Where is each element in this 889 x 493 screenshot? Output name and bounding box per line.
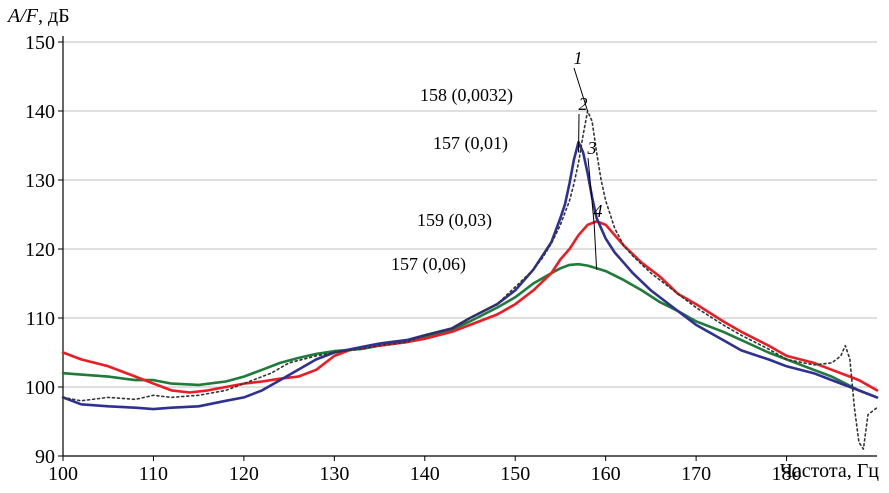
series-line-2 bbox=[61, 140, 879, 411]
curve-number-1: 1 bbox=[574, 48, 583, 68]
y-tick-label-150: 150 bbox=[25, 32, 55, 54]
annotations: 158 (0,0032) 1 157 (0,01) 2 159 (0,03) 3 157 (… bbox=[391, 48, 603, 275]
y-tick-label-140: 140 bbox=[25, 101, 55, 123]
y-axis-title: A/F, дБ bbox=[6, 5, 70, 27]
curve-number-4: 4 bbox=[594, 201, 603, 221]
y-tick-label-110: 110 bbox=[26, 308, 55, 330]
leader-line-4 bbox=[593, 220, 598, 270]
x-tick-label-180: 180 bbox=[772, 463, 802, 485]
leader-line-1 bbox=[573, 67, 589, 112]
series-lines bbox=[61, 110, 879, 450]
series-line-3 bbox=[61, 220, 879, 394]
y-axis-title-unit: , дБ bbox=[38, 5, 70, 27]
peak-label-4: 157 (0,06) bbox=[391, 254, 466, 275]
series-line-4 bbox=[61, 262, 879, 399]
curve-number-2: 2 bbox=[579, 94, 588, 114]
curve-number-3: 3 bbox=[587, 138, 597, 158]
x-tick-label-150: 150 bbox=[500, 463, 530, 485]
grid-lines bbox=[63, 41, 877, 388]
peak-label-2: 157 (0,01) bbox=[433, 133, 508, 154]
peak-label-3: 159 (0,03) bbox=[417, 210, 492, 231]
x-tick-label-100: 100 bbox=[48, 463, 78, 485]
x-tick-label-110: 110 bbox=[139, 463, 168, 485]
axes bbox=[58, 36, 877, 461]
x-tick-label-140: 140 bbox=[410, 463, 440, 485]
y-tick-label-130: 130 bbox=[25, 170, 55, 192]
y-tick-label-120: 120 bbox=[25, 239, 55, 261]
x-tick-label-120: 120 bbox=[229, 463, 259, 485]
y-tick-label-100: 100 bbox=[25, 377, 55, 399]
y-axis-title-italic: A/F bbox=[6, 5, 39, 27]
x-tick-label-160: 160 bbox=[591, 463, 621, 485]
y-tick-label-90: 90 bbox=[35, 446, 55, 468]
x-axis-title: Частота, Гц bbox=[780, 460, 879, 482]
x-tick-label-170: 170 bbox=[681, 463, 711, 485]
x-tick-label-130: 130 bbox=[319, 463, 349, 485]
series-line-1 bbox=[62, 110, 878, 450]
leader-line-3 bbox=[587, 157, 595, 222]
peak-label-1: 158 (0,0032) bbox=[420, 85, 513, 106]
